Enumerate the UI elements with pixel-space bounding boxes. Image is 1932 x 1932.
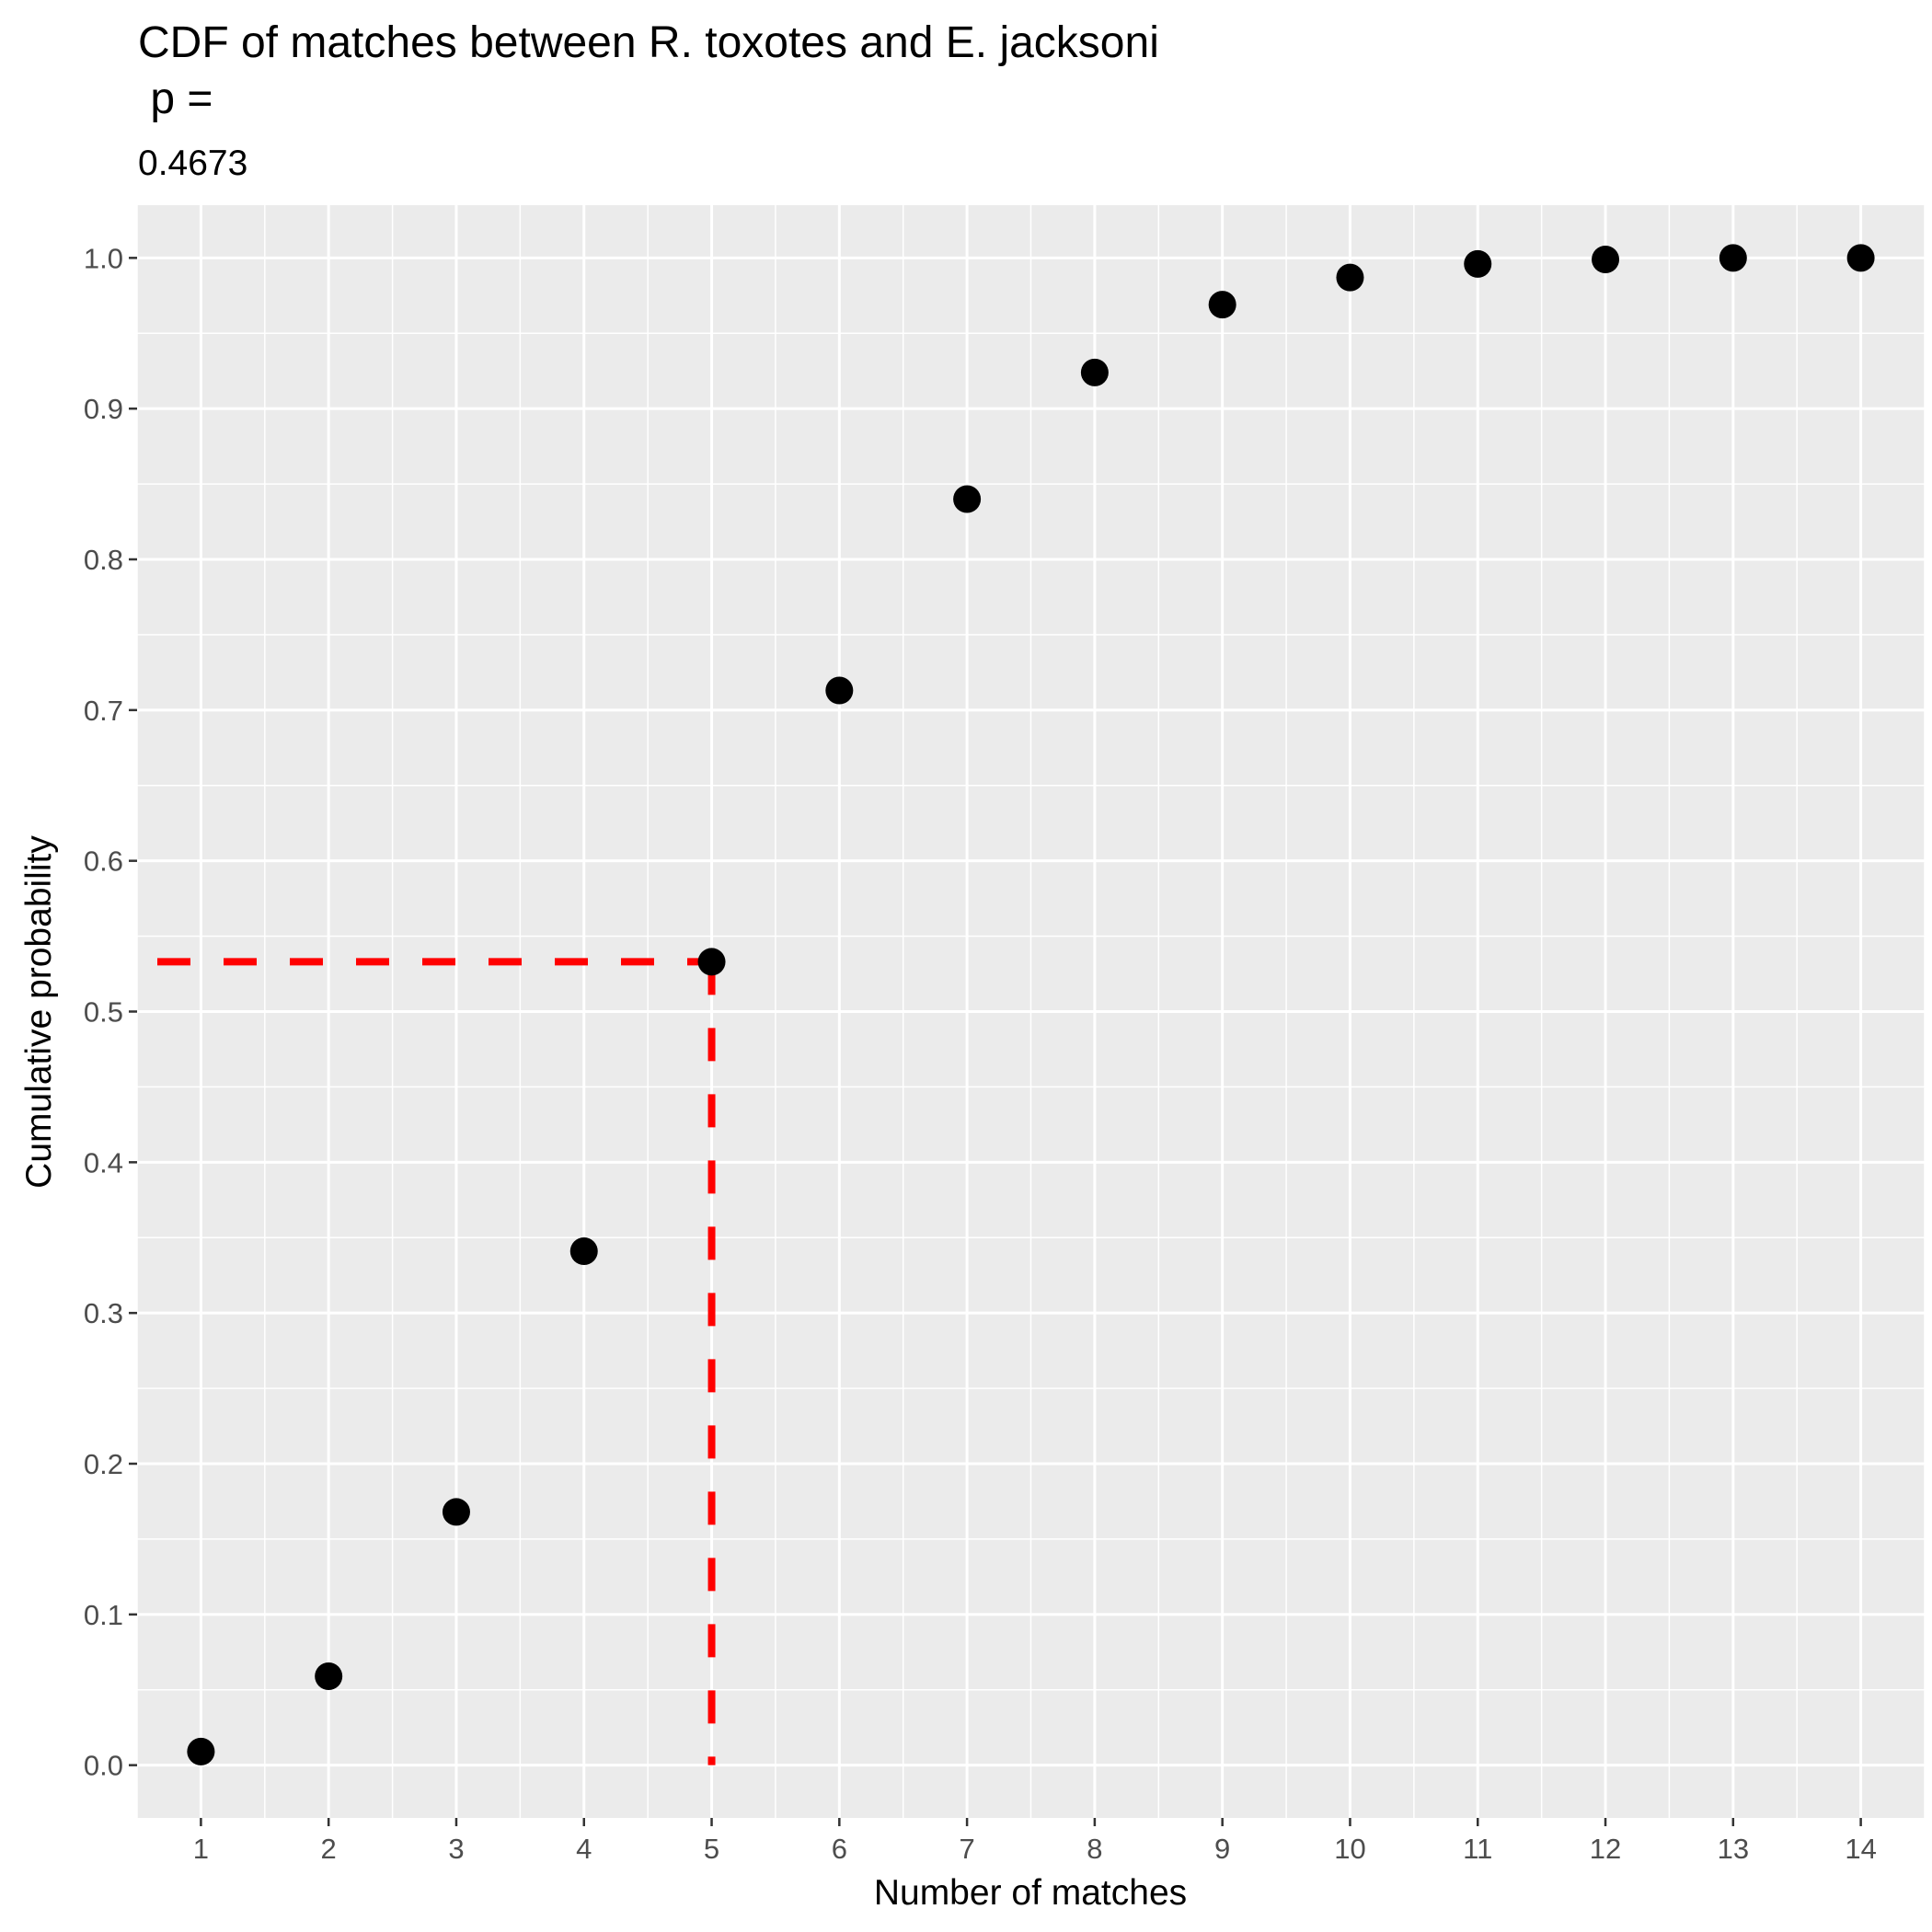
y-tick-label: 0.4 — [84, 1146, 123, 1179]
x-tick-label: 8 — [1087, 1833, 1102, 1865]
data-point — [1846, 244, 1875, 272]
y-axis: 0.0 0.1 0.2 0.3 0.4 0.5 0.6 0.7 0.8 0.9 1.0 — [84, 242, 137, 1782]
y-tick-label: 0.0 — [84, 1750, 123, 1782]
data-point — [569, 1236, 598, 1265]
y-tick-label: 1.0 — [84, 242, 123, 274]
data-point — [187, 1737, 215, 1765]
data-point — [1719, 244, 1747, 272]
y-tick-label: 0.9 — [84, 393, 123, 425]
data-point — [953, 485, 982, 513]
x-tick-label: 9 — [1214, 1833, 1230, 1865]
chart-title-line2: p = — [138, 75, 213, 123]
data-point — [1592, 245, 1620, 273]
y-tick-label: 0.2 — [84, 1448, 123, 1480]
x-tick-label: 14 — [1845, 1833, 1876, 1865]
y-tick-label: 0.3 — [84, 1297, 123, 1329]
x-tick-label: 12 — [1590, 1833, 1621, 1865]
data-point — [315, 1662, 343, 1690]
data-point — [442, 1498, 470, 1526]
data-point — [1208, 291, 1236, 319]
x-tick-label: 2 — [321, 1833, 337, 1865]
chart-title: CDF of matches between R. toxotes and E.… — [138, 18, 1159, 67]
y-tick-label: 0.1 — [84, 1599, 123, 1631]
data-point — [1080, 358, 1109, 386]
data-point — [697, 948, 726, 976]
x-tick-label: 11 — [1463, 1833, 1492, 1865]
x-tick-label: 1 — [193, 1833, 209, 1865]
y-tick-label: 0.6 — [84, 845, 123, 878]
x-tick-label: 7 — [959, 1833, 974, 1865]
x-axis: 1 2 3 4 5 6 7 8 9 10 11 12 13 14 — [193, 1818, 1877, 1865]
y-tick-label: 0.7 — [84, 695, 123, 727]
x-tick-label: 6 — [832, 1833, 847, 1865]
data-point — [1336, 263, 1364, 292]
x-tick-label: 10 — [1334, 1833, 1365, 1865]
data-point — [825, 676, 854, 705]
chart-subtitle: 0.4673 — [138, 144, 247, 183]
x-axis-title: Number of matches — [874, 1873, 1187, 1913]
x-tick-label: 5 — [704, 1833, 719, 1865]
y-axis-title: Cumulative probability — [19, 835, 59, 1189]
x-tick-label: 3 — [448, 1833, 464, 1865]
data-points — [187, 244, 1875, 1765]
x-tick-label: 13 — [1718, 1833, 1749, 1865]
grid-lines — [136, 205, 1926, 1818]
y-tick-label: 0.5 — [84, 996, 123, 1029]
data-point — [1464, 249, 1492, 278]
reference-lines — [157, 958, 716, 1765]
y-tick-label: 0.8 — [84, 544, 123, 576]
x-tick-label: 4 — [576, 1833, 592, 1865]
